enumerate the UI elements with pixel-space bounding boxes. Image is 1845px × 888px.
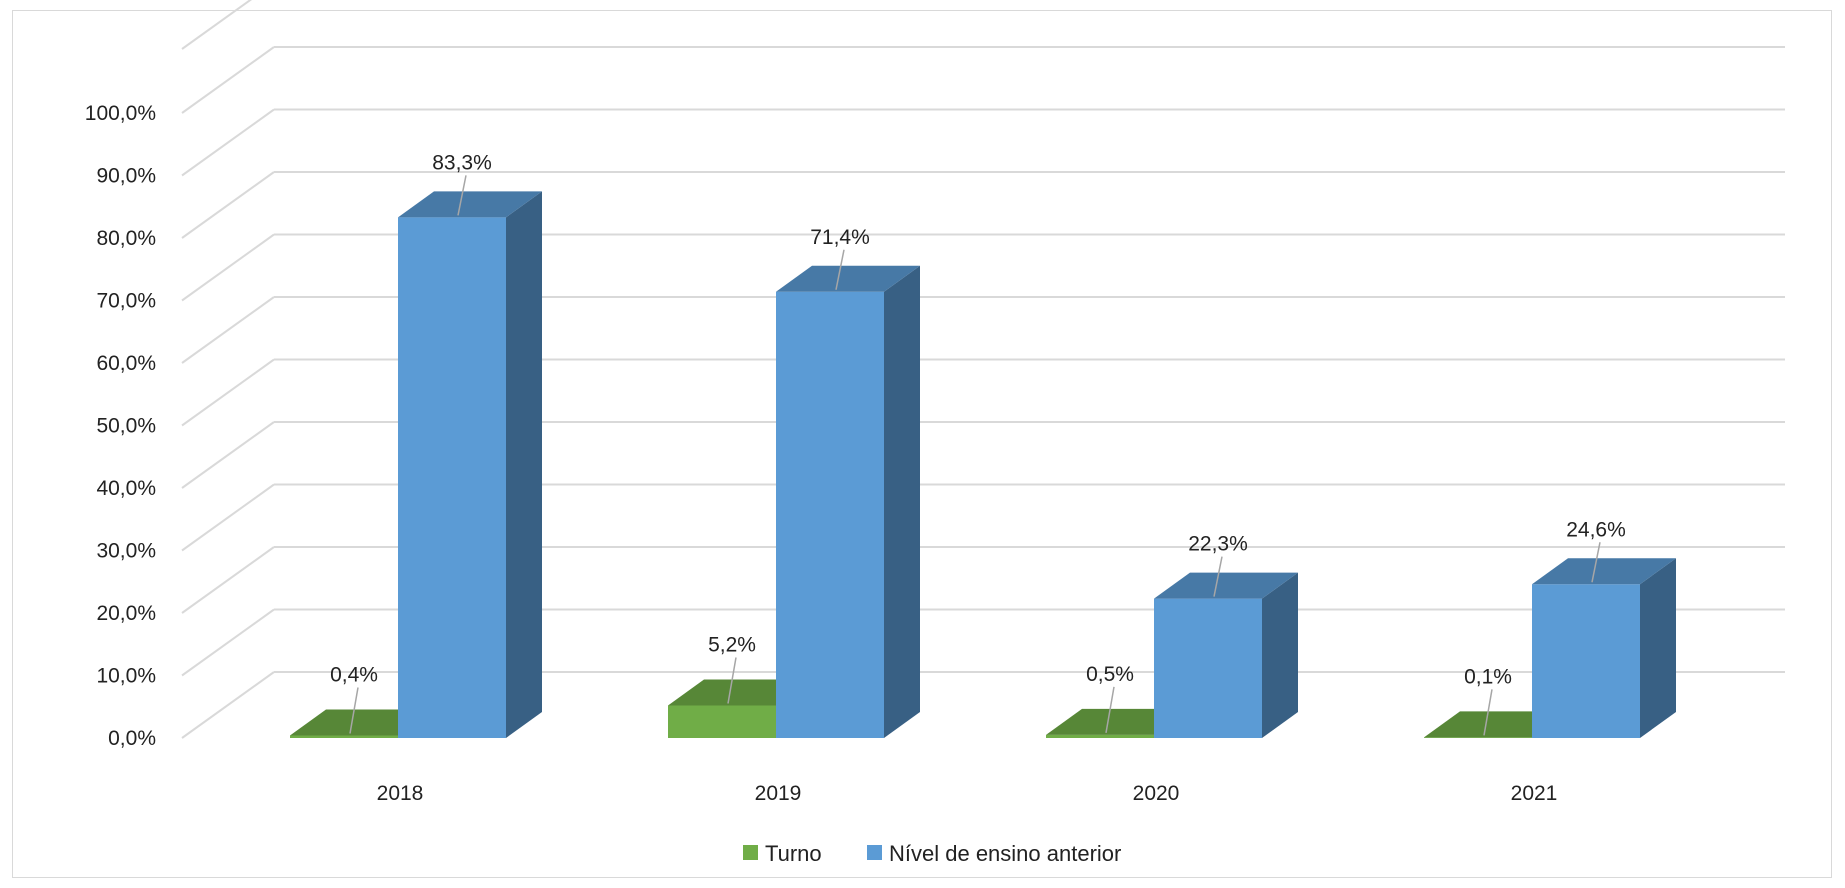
data-label: 22,3%	[1188, 533, 1248, 556]
gridline-diagonal	[181, 358, 275, 427]
x-category-label: 2021	[1511, 782, 1558, 805]
bar-top	[1154, 572, 1298, 599]
leader-line	[835, 249, 845, 290]
leader-line	[349, 687, 359, 734]
y-tick-label: 50,0%	[96, 415, 156, 438]
leader-line	[457, 175, 467, 216]
gridline-diagonal	[181, 608, 275, 677]
x-category-label: 2018	[377, 782, 424, 805]
legend-label: Turno	[765, 841, 822, 866]
bars	[290, 191, 1676, 738]
y-axis-ticks: 0,0% 10,0% 20,0% 30,0% 40,0% 50,0% 60,0% 70,0% 8…	[85, 102, 156, 750]
leader-line	[1213, 556, 1223, 597]
gridline-diagonal	[181, 171, 275, 239]
y-tick-label: 30,0%	[96, 540, 156, 563]
data-label: 71,4%	[810, 226, 870, 249]
bar-top	[1532, 558, 1676, 585]
gridline-diagonal	[181, 296, 275, 364]
leader-line	[727, 657, 737, 704]
bar-front	[668, 705, 776, 738]
y-tick-label: 10,0%	[96, 665, 156, 688]
data-label: 0,1%	[1464, 665, 1512, 688]
legend: Turno Nível de ensino anterior	[743, 841, 1121, 866]
x-axis-categories: 2018 2019 2020 2021	[377, 782, 1558, 805]
legend-label: Nível de ensino anterior	[889, 841, 1121, 866]
bar-front	[776, 291, 884, 738]
y-tick-label: 40,0%	[96, 477, 156, 500]
bar-front	[1154, 598, 1262, 738]
bar-side	[1262, 572, 1298, 738]
bar-top	[776, 265, 920, 292]
y-tick-label: 0,0%	[108, 727, 156, 750]
leader-line	[1483, 689, 1493, 736]
gridline-diagonal	[181, 233, 275, 302]
y-tick-label: 90,0%	[96, 165, 156, 188]
data-label: 24,6%	[1566, 518, 1626, 541]
gridline-diagonal-top	[181, 0, 253, 50]
y-tick-label: 100,0%	[85, 102, 156, 125]
leader-line	[1105, 686, 1115, 734]
bar-side	[1640, 558, 1676, 738]
data-label: 5,2%	[708, 634, 756, 657]
bar-side	[884, 265, 920, 738]
bar-front	[1046, 734, 1154, 738]
bar-front	[1424, 737, 1532, 738]
bar-front	[290, 735, 398, 738]
data-label: 83,3%	[432, 151, 492, 174]
bar-top	[398, 191, 542, 218]
y-tick-label: 20,0%	[96, 602, 156, 625]
leader-line	[1591, 542, 1601, 583]
legend-swatch	[743, 845, 758, 860]
gridline-diagonal	[181, 108, 275, 177]
data-label: 0,5%	[1086, 663, 1134, 686]
y-tick-label: 70,0%	[96, 290, 156, 313]
data-labels: 0,4% 83,3% 5,2% 71,4% 0,5% 22,3% 0,1% 24,6%	[330, 151, 1626, 736]
bar-front	[1532, 584, 1640, 738]
x-category-label: 2019	[755, 782, 802, 805]
y-tick-label: 60,0%	[96, 352, 156, 375]
data-label: 0,4%	[330, 664, 378, 687]
gridline-diagonal	[181, 46, 275, 114]
gridline-diagonal	[181, 421, 275, 489]
gridline-diagonal	[181, 483, 275, 552]
legend-swatch	[867, 845, 882, 860]
x-category-label: 2020	[1133, 782, 1180, 805]
bar-side	[506, 191, 542, 738]
gridline-diagonal	[181, 546, 275, 614]
bar-front	[398, 217, 506, 738]
gridline-diagonal	[181, 671, 275, 739]
y-tick-label: 80,0%	[96, 227, 156, 250]
